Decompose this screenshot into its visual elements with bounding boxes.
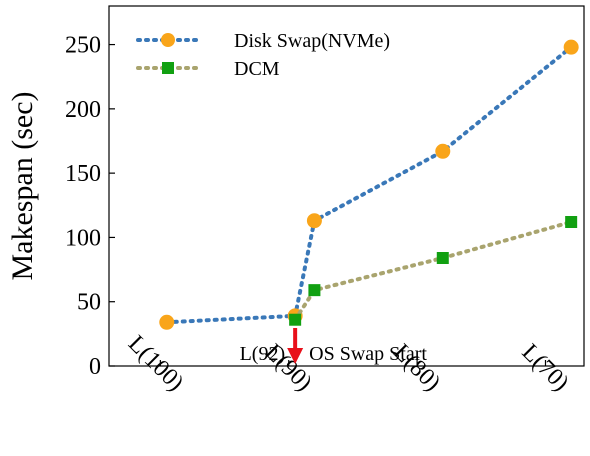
data-point: [436, 252, 449, 264]
data-point: [306, 213, 322, 229]
os-swap-annotation: L(92) OS Swap Start: [240, 328, 427, 365]
legend-marker: [162, 62, 174, 74]
legend-label: DCM: [234, 58, 280, 80]
annotation-left-label: L(92): [240, 343, 286, 365]
y-tick-label: 100: [65, 225, 101, 251]
series-line: [164, 45, 574, 325]
data-point: [435, 143, 451, 159]
data-point: [565, 216, 578, 228]
legend-label: Disk Swap(NVMe): [234, 30, 390, 52]
data-point: [308, 284, 321, 297]
data-point: [289, 313, 302, 326]
series-line: [293, 220, 574, 322]
series-layer: [159, 39, 579, 330]
y-tick-label: 0: [89, 354, 101, 380]
y-tick-label: 150: [65, 161, 101, 187]
y-axis-title: Makespan (sec): [6, 91, 39, 280]
annotation-arrow-head: [287, 348, 304, 364]
legend-marker: [161, 33, 175, 47]
legend-item-disk-swap: Disk Swap(NVMe): [136, 30, 390, 52]
legend: Disk Swap(NVMe) DCM: [136, 30, 390, 80]
y-tick-label: 200: [65, 97, 101, 123]
data-point: [159, 314, 175, 330]
x-tick-label: L(100): [123, 331, 189, 397]
legend-item-dcm: DCM: [136, 58, 280, 80]
plot-frame: [108, 5, 585, 367]
series-dcm: [289, 216, 578, 326]
series-disk-swap: [159, 39, 579, 330]
y-axis-ticks: 0 50 100 150 200 250: [65, 33, 115, 380]
annotation-right-label: OS Swap Start: [309, 343, 427, 365]
y-tick-label: 250: [65, 33, 101, 59]
data-point: [563, 39, 579, 55]
x-tick-label: L(70): [517, 339, 574, 396]
y-tick-label: 50: [77, 290, 101, 316]
